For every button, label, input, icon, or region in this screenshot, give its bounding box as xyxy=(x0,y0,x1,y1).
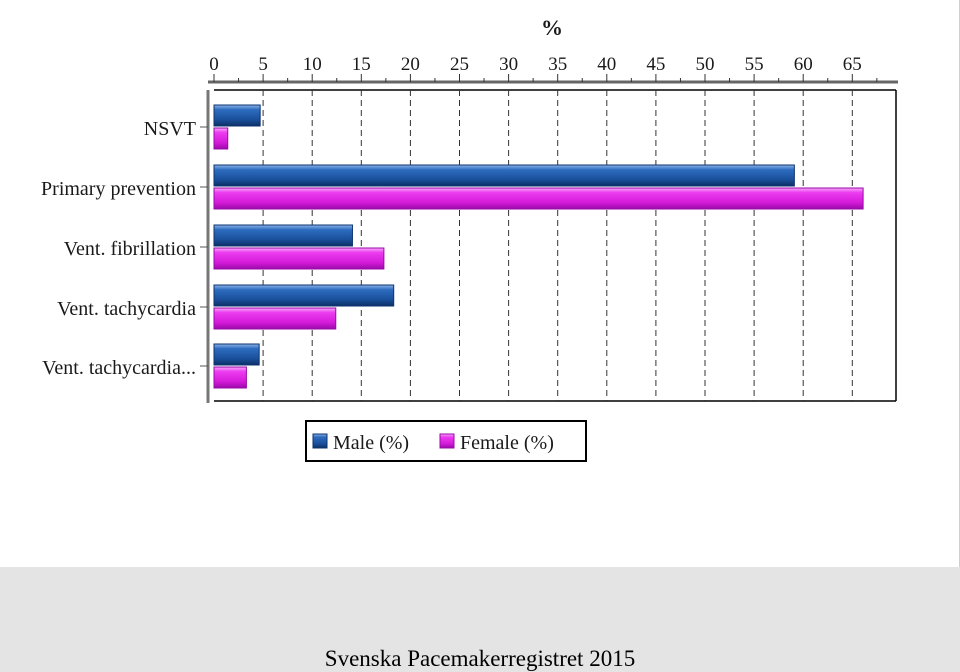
axis-title: % xyxy=(541,15,563,40)
tick-label-20: 20 xyxy=(401,54,420,75)
legend: Male (%) Female (%) xyxy=(305,420,587,462)
tick-label-50: 50 xyxy=(696,54,715,75)
bar-male-2 xyxy=(213,224,353,247)
footer-caption: Svenska Pacemakerregistret 2015 xyxy=(324,646,636,671)
tick-label-25: 25 xyxy=(450,54,469,75)
legend-label-male: Male (%) xyxy=(333,432,409,454)
category-label-0: NSVT xyxy=(144,118,196,140)
tick-label-5: 5 xyxy=(258,54,268,75)
category-label-1: Primary prevention xyxy=(41,178,196,200)
tick-label-0: 0 xyxy=(209,54,219,75)
tick-label-15: 15 xyxy=(352,54,371,75)
bar-male-1 xyxy=(213,164,795,187)
chart-slide: 0 5 10 15 20 25 30 35 40 45 50 55 60 65 NSVT Primary p… xyxy=(0,0,960,567)
bar-male-3 xyxy=(213,284,395,307)
legend-label-female: Female (%) xyxy=(460,432,554,454)
category-label-2: Vent. fibrillation xyxy=(64,238,196,260)
tick-label-35: 35 xyxy=(548,54,567,75)
legend-swatch-male xyxy=(312,433,328,449)
tick-label-10: 10 xyxy=(303,54,322,75)
category-label-3: Vent. tachycardia xyxy=(57,298,196,320)
category-label-4: Vent. tachycardia... xyxy=(42,357,196,379)
tick-label-45: 45 xyxy=(646,54,665,75)
bar-female-3 xyxy=(213,307,337,330)
tick-label-65: 65 xyxy=(843,54,862,75)
chart: 0 5 10 15 20 25 30 35 40 45 50 55 60 65 NSVT Primary p… xyxy=(41,15,898,462)
bar-male-0 xyxy=(213,104,261,127)
bar-female-1 xyxy=(213,187,864,210)
tick-label-55: 55 xyxy=(745,54,764,75)
tick-label-30: 30 xyxy=(499,54,518,75)
bar-female-4 xyxy=(213,366,247,389)
legend-swatch-female xyxy=(439,433,455,449)
bar-female-0 xyxy=(213,127,229,150)
bar-female-2 xyxy=(213,247,385,270)
tick-label-40: 40 xyxy=(597,54,616,75)
tick-label-60: 60 xyxy=(794,54,813,75)
bar-male-4 xyxy=(213,343,260,366)
